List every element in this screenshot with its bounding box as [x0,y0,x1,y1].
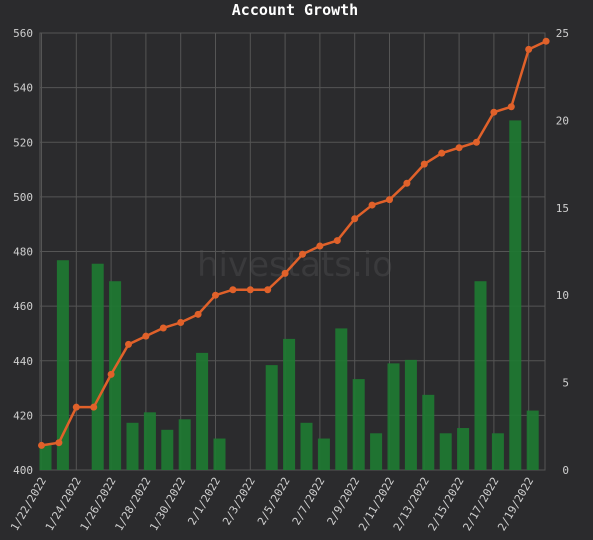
bar [387,363,400,470]
bar [265,365,278,470]
bar [422,394,435,470]
bar [178,419,191,470]
y-right-tick-label: 25 [556,27,569,40]
chart-title: Account Growth [232,1,358,19]
line-point [420,160,428,168]
y-right-tick-label: 20 [556,114,569,127]
bar [126,422,139,470]
line-point [90,403,98,411]
line-point [507,103,515,111]
bar-series [39,120,539,471]
y-left-tick-label: 460 [13,300,33,313]
x-tick-label: 1/26/2022 [78,475,119,533]
line-point [125,340,132,348]
y-left-tick-label: 560 [13,27,33,40]
line-point [386,196,393,204]
x-tick-label: 2/11/2022 [356,475,397,533]
bar [283,338,296,470]
line-point [525,45,533,53]
bar [474,281,487,470]
bar [335,328,348,470]
bar [300,422,313,470]
y-right-tick-label: 10 [556,289,569,302]
line-point [351,215,359,223]
line-point [368,201,376,209]
line-point [281,269,289,277]
line-point [55,439,63,447]
line-point [194,310,202,318]
y-left-tick-label: 440 [13,355,33,368]
bar [39,443,52,470]
y-left-tick-label: 400 [13,464,33,477]
bar [491,433,504,470]
bar [196,352,209,470]
x-tick-label: 2/5/2022 [255,475,293,527]
line-point [246,286,254,294]
y-right-tick-label: 15 [556,202,569,215]
bar [213,438,226,470]
line-point [333,237,341,245]
bar [317,438,330,470]
bar [352,379,365,470]
line-point [438,149,446,157]
line-point [542,37,550,45]
bar [109,281,122,470]
x-tick-label: 2/7/2022 [290,475,328,527]
y-left-tick-label: 480 [13,246,33,259]
line-point [455,144,463,152]
line-point [107,370,115,378]
y-left-tick-label: 420 [13,409,33,422]
line-point [142,332,150,340]
line-point [403,179,411,187]
x-tick-label: 2/9/2022 [325,475,363,527]
x-tick-label: 1/22/2022 [8,475,49,533]
y-left-tick-label: 500 [13,191,33,204]
x-tick-label: 2/17/2022 [460,475,501,533]
y-right-tick-label: 5 [562,377,569,390]
bar [143,412,156,470]
y-right-tick-label: 0 [562,464,569,477]
x-tick-label: 2/3/2022 [220,475,258,527]
bar [56,260,69,470]
line-point [490,108,498,116]
bar [457,428,470,470]
bar [404,359,417,470]
line-point [177,319,185,327]
bar [161,429,174,470]
bar [370,433,383,470]
line-point [316,242,324,250]
line-series [38,37,550,449]
line-point [38,441,45,449]
line-point [473,138,480,146]
x-tick-label: 2/19/2022 [495,475,536,533]
x-tick-label: 2/15/2022 [426,475,467,533]
bar [439,433,452,470]
bar [91,263,104,470]
bar [526,410,539,470]
x-tick-label: 1/24/2022 [43,475,84,533]
x-tick-label: 2/13/2022 [391,475,432,533]
line-point [264,286,272,294]
line-point [72,403,80,411]
y-left-tick-label: 520 [13,136,33,149]
line-point [299,250,306,258]
line-point [229,286,237,294]
bar [509,120,522,471]
line-point [212,291,219,299]
x-tick-label: 1/28/2022 [112,475,153,533]
x-tick-label: 2/1/2022 [185,475,223,527]
y-left-tick-label: 540 [13,82,33,95]
x-tick-label: 1/30/2022 [147,475,188,533]
line-point [159,324,167,332]
